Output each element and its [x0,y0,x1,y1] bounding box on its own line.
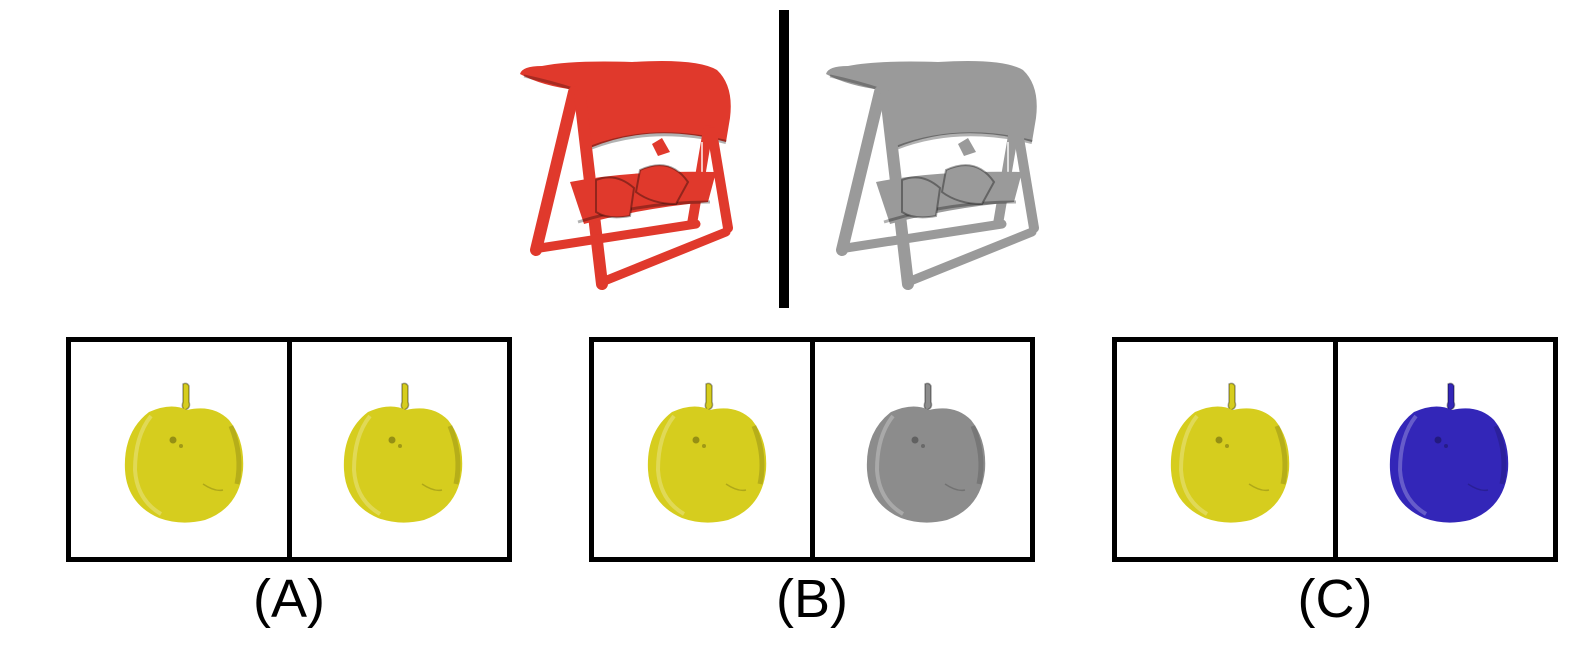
yellow-pear-icon [121,380,251,526]
option-c-label: (C) [1297,569,1373,629]
yellow-pear-icon [1167,380,1297,526]
gray-pear-icon [863,380,993,526]
option-a-panel[interactable] [66,337,512,562]
panel-divider [287,342,292,557]
yellow-pear-icon [340,380,470,526]
panel-divider [1333,342,1338,557]
panel-divider [810,342,815,557]
reference-divider [779,10,789,308]
red-swing-icon [512,52,742,296]
option-b-panel[interactable] [589,337,1035,562]
grayscale-swing-icon [818,52,1048,296]
option-b-label: (B) [776,569,848,629]
option-c-panel[interactable] [1112,337,1558,562]
yellow-pear-icon [644,380,774,526]
reference-pair [0,0,1584,310]
blue-pear-icon [1386,380,1516,526]
option-a-label: (A) [253,569,325,629]
